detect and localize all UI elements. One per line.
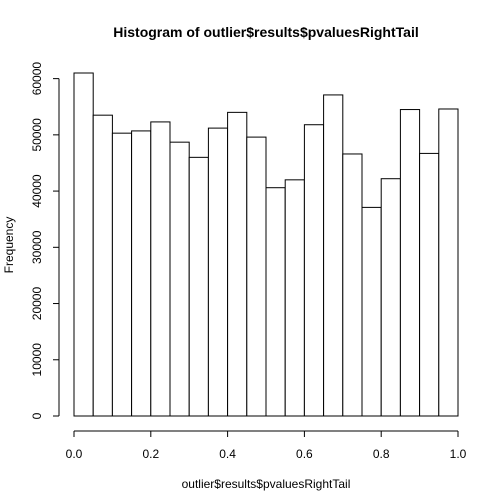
histogram-bar: [303, 124, 325, 417]
x-axis: 0.0 0.2 0.4 0.6 0.8 1.0: [66, 430, 467, 461]
histogram-bar: [361, 206, 382, 417]
x-tick-label: 1.0: [450, 447, 467, 461]
chart-title: Histogram of outlier$results$pvaluesRigh…: [113, 24, 418, 40]
histogram-bar: [131, 130, 152, 417]
histogram-bar: [169, 141, 190, 417]
histogram-bar: [111, 132, 133, 417]
histogram-bar: [419, 152, 440, 417]
x-tick-label: 0.6: [296, 447, 313, 461]
y-tick-label: 40000: [30, 174, 44, 208]
y-tick-label: 60000: [30, 62, 44, 96]
histogram-bar: [323, 94, 344, 417]
x-tick-label: 0.4: [219, 447, 236, 461]
y-tick-label: 0: [30, 412, 44, 419]
histogram-bar: [342, 153, 363, 417]
x-tick-label: 0.8: [373, 447, 390, 461]
x-tick-label: 0.2: [142, 447, 159, 461]
histogram-bar: [207, 127, 229, 417]
histogram-bar: [265, 187, 286, 417]
histogram-bar: [284, 179, 305, 417]
y-tick-label: 20000: [30, 287, 44, 321]
x-axis-label: outlier$results$pvaluesRightTail: [182, 477, 351, 491]
histogram-bar: [73, 72, 94, 417]
y-axis: 0 10000 20000 30000 40000 50000 60000: [30, 62, 60, 419]
histogram-bar: [246, 136, 267, 417]
histogram-bar: [380, 178, 401, 417]
x-tick-label: 0.0: [66, 447, 83, 461]
histogram-bar: [227, 111, 248, 417]
bars-group: [73, 72, 459, 417]
y-tick-label: 50000: [30, 118, 44, 152]
histogram-bar: [150, 121, 171, 417]
y-tick-label: 10000: [30, 343, 44, 377]
histogram-bar: [92, 114, 113, 417]
histogram-bar: [188, 156, 209, 417]
y-axis-label: Frequency: [2, 217, 16, 274]
histogram-bar: [399, 109, 421, 417]
y-tick-label: 30000: [30, 230, 44, 264]
histogram-bar: [438, 108, 459, 417]
